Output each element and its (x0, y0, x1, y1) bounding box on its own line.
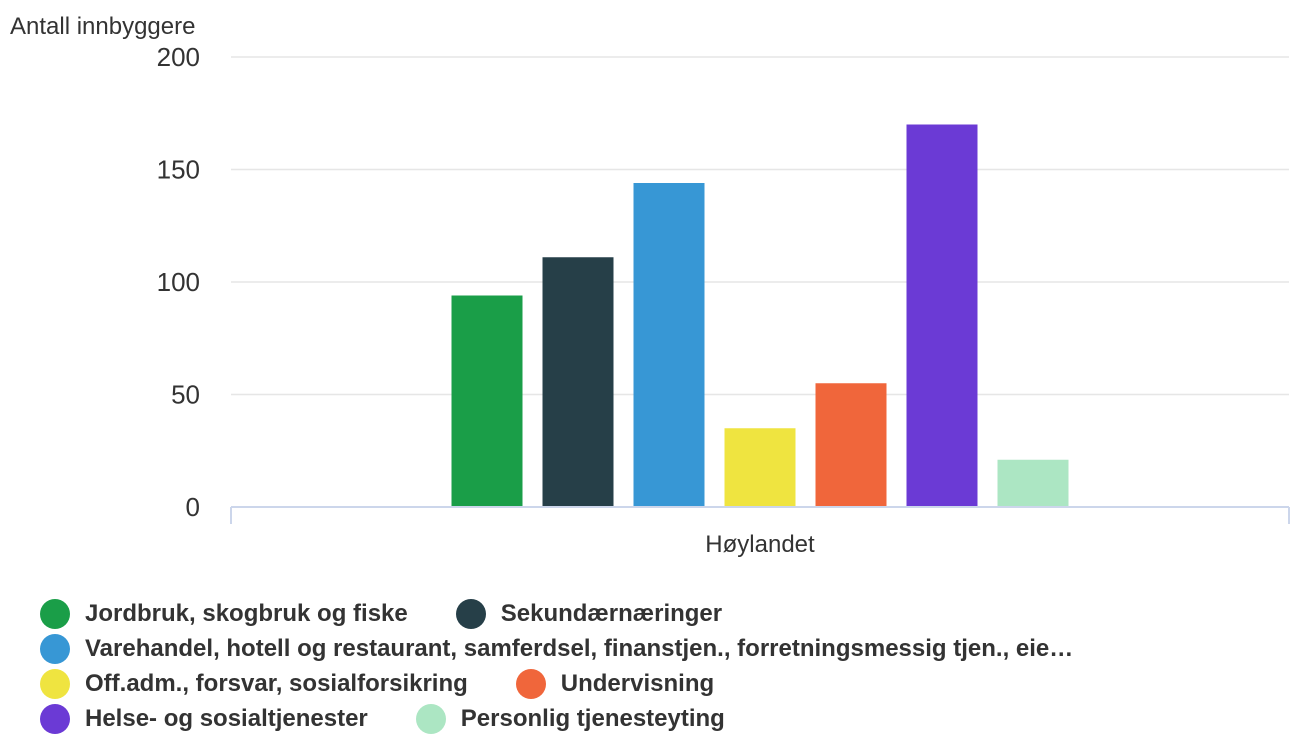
legend-label: Helse- og sosialtjenester (85, 704, 368, 732)
y-tick-label: 200 (157, 42, 200, 72)
legend-marker-icon (40, 703, 70, 734)
legend-item[interactable]: Personlig tjenesteyting (415, 703, 725, 734)
bar-6[interactable] (906, 124, 978, 508)
legend-marker-icon (515, 668, 546, 699)
y-tick-label: 0 (186, 492, 200, 522)
bars (451, 124, 1069, 508)
legend-row: Jordbruk, skogbruk og fiske Sekundærnærin… (40, 596, 1285, 631)
x-axis-labels: Høylandet (705, 531, 815, 558)
bar-4[interactable] (724, 428, 796, 507)
gridlines (231, 56, 1289, 396)
legend-item[interactable]: Off.adm., forsvar, sosialforsikring (40, 668, 468, 699)
legend-marker-icon (40, 598, 70, 629)
y-tick-label: 150 (157, 155, 200, 185)
legend-label: Sekundærnæringer (500, 599, 723, 627)
legend-item[interactable]: Sekundærnæringer (455, 598, 723, 629)
bar-chart: Antall innbyggere 0 50 100 150 200 Høylandet (10, 13, 1290, 558)
bar-1[interactable] (451, 295, 523, 508)
bar-2[interactable] (542, 257, 614, 507)
legend-item[interactable]: Helse- og sosialtjenester (40, 703, 368, 734)
legend-item[interactable]: Varehandel, hotell og restaurant, samfer… (40, 633, 1074, 664)
legend-label: Jordbruk, skogbruk og fiske (85, 599, 408, 627)
legend-label: Off.adm., forsvar, sosialforsikring (85, 669, 468, 697)
bar-5[interactable] (815, 383, 887, 507)
legend-label: Undervisning (560, 669, 715, 697)
legend-label: Personlig tjenesteyting (460, 704, 725, 732)
legend-item[interactable]: Undervisning (515, 668, 715, 699)
legend-marker-icon (40, 668, 70, 699)
legend-row: Helse- og sosialtjenester Personlig tjene… (40, 701, 1285, 736)
y-tick-label: 100 (157, 267, 200, 297)
legend: Jordbruk, skogbruk og fiske Sekundærnærin… (40, 596, 1285, 736)
legend-item[interactable]: Jordbruk, skogbruk og fiske (40, 598, 408, 629)
legend-marker-icon (415, 703, 446, 734)
legend-label: Varehandel, hotell og restaurant, samfer… (85, 634, 1074, 662)
y-tick-label: 50 (171, 380, 200, 410)
bar-3[interactable] (633, 183, 705, 507)
legend-row: Varehandel, hotell og restaurant, samfer… (40, 631, 1285, 666)
x-category-label: Høylandet (705, 531, 815, 558)
legend-row: Off.adm., forsvar, sosialforsikring Under… (40, 666, 1285, 701)
legend-marker-icon (455, 598, 486, 629)
y-axis-title: Antall innbyggere (10, 13, 195, 40)
legend-marker-icon (40, 633, 70, 664)
y-axis-ticks: 0 50 100 150 200 (157, 42, 200, 522)
bar-7[interactable] (997, 459, 1069, 507)
